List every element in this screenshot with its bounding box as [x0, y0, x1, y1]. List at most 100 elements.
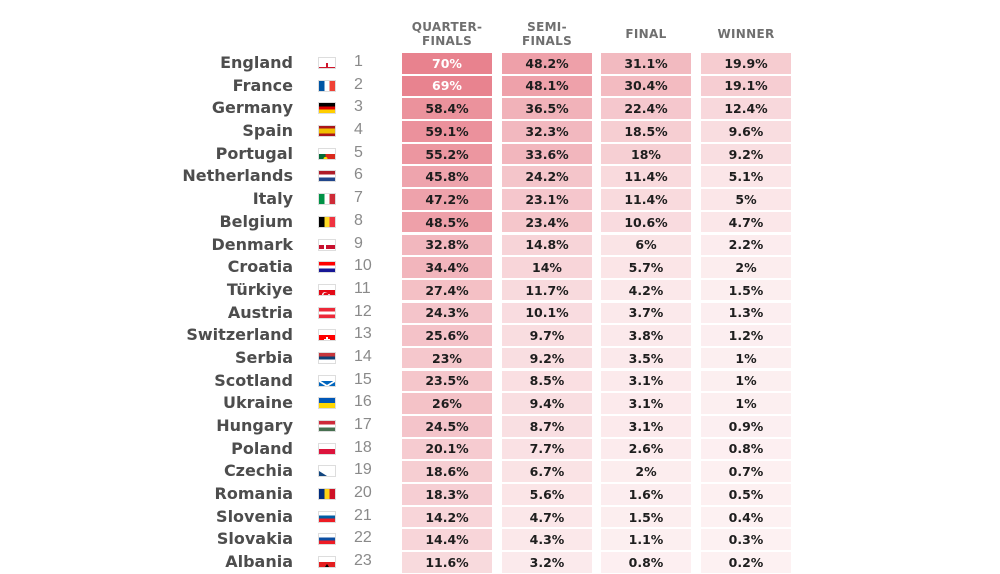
team-rank: 14 — [354, 347, 372, 365]
ukraine-flag-icon — [318, 397, 336, 410]
team-rank: 6 — [354, 166, 363, 184]
serbia-flag-icon — [318, 351, 336, 364]
table-row: Portugal 5 55.2% 33.6% 18% 9.2% — [0, 143, 1000, 166]
turkiye-flag-icon — [318, 283, 336, 296]
probability-cell: 3.7% — [601, 302, 691, 324]
team-name: Switzerland — [186, 325, 293, 345]
probability-cell: 31.1% — [601, 53, 691, 74]
probability-cell: 8.7% — [502, 416, 592, 437]
probability-cell: 48.2% — [502, 53, 592, 74]
table-row: Albania 23 11.6% 3.2% 0.8% 0.2% — [0, 551, 1000, 574]
team-rank: 17 — [354, 416, 372, 433]
probability-cell: 14.2% — [402, 506, 492, 528]
column-header-line: SEMI- — [527, 20, 567, 34]
column-header-line: QUARTER- — [411, 20, 483, 34]
probability-cell: 23.4% — [502, 211, 592, 233]
table-row: Ukraine 16 26% 9.4% 3.1% 1% — [0, 392, 1000, 415]
probability-cell: 2% — [601, 461, 691, 482]
probability-cell: 1% — [701, 370, 791, 392]
probability-cell: 0.2% — [701, 552, 791, 573]
probability-cell: 19.9% — [701, 53, 791, 74]
table-row: England 1 70% 48.2% 31.1% 19.9% — [0, 52, 1000, 75]
czechia-flag-icon — [318, 465, 336, 478]
hungary-flag-icon — [318, 420, 336, 432]
probability-cell: 3.1% — [601, 416, 691, 437]
probability-cell: 9.7% — [502, 325, 592, 346]
column-header: FINAL — [601, 27, 691, 41]
table-row: Türkiye 11 27.4% 11.7% 4.2% 1.5% — [0, 279, 1000, 302]
team-rank: 13 — [354, 325, 372, 343]
probability-cell: 2.6% — [601, 438, 691, 460]
team-rank: 10 — [354, 257, 372, 275]
table-row: Belgium 8 48.5% 23.4% 10.6% 4.7% — [0, 211, 1000, 234]
probability-cell: 0.4% — [701, 506, 791, 528]
table-row: Scotland 15 23.5% 8.5% 3.1% 1% — [0, 370, 1000, 393]
table-row: Croatia 10 34.4% 14% 5.7% 2% — [0, 256, 1000, 279]
team-rank: 15 — [354, 370, 372, 388]
germany-flag-icon — [318, 102, 336, 115]
team-rank: 18 — [354, 438, 372, 456]
team-name: Slovakia — [216, 529, 293, 549]
probability-cell: 25.6% — [402, 325, 492, 346]
probability-cell: 9.6% — [701, 121, 791, 142]
table-row: Germany 3 58.4% 36.5% 22.4% 12.4% — [0, 97, 1000, 120]
probability-cell: 0.5% — [701, 484, 791, 505]
team-name: Serbia — [235, 347, 293, 367]
table-row: Serbia 14 23% 9.2% 3.5% 1% — [0, 347, 1000, 370]
probability-cell: 1.5% — [601, 506, 691, 528]
probability-cell: 0.8% — [701, 438, 791, 460]
table-row: Slovenia 21 14.2% 4.7% 1.5% 0.4% — [0, 506, 1000, 529]
team-name: Croatia — [227, 257, 293, 277]
team-name: Spain — [242, 121, 293, 141]
column-header-line: FINALS — [521, 34, 573, 48]
probability-cell: 20.1% — [402, 438, 492, 460]
table-row: France 2 69% 48.1% 30.4% 19.1% — [0, 75, 1000, 98]
table-row: Slovakia 22 14.4% 4.3% 1.1% 0.3% — [0, 528, 1000, 551]
table-row: Netherlands 6 45.8% 24.2% 11.4% 5.1% — [0, 165, 1000, 188]
team-name: Portugal — [215, 143, 293, 163]
team-name: Ukraine — [222, 393, 293, 413]
probability-cell: 2% — [701, 257, 791, 278]
team-name: Germany — [211, 98, 293, 118]
probability-cell: 18.5% — [601, 121, 691, 142]
team-rank: 7 — [354, 189, 363, 207]
probability-cell: 24.2% — [502, 166, 592, 187]
team-rank: 4 — [354, 121, 363, 139]
probability-cell: 4.2% — [601, 279, 691, 301]
team-name: Italy — [252, 189, 293, 209]
probability-cell: 18.6% — [402, 461, 492, 482]
probability-cell: 26% — [402, 393, 492, 414]
probability-cell: 9.2% — [701, 143, 791, 165]
probability-cell: 48.1% — [502, 75, 592, 97]
team-rank: 5 — [354, 143, 363, 161]
probability-cell: 11.4% — [601, 189, 691, 210]
probability-cell: 5.7% — [601, 257, 691, 278]
table-row: Denmark 9 32.8% 14.8% 6% 2.2% — [0, 234, 1000, 257]
probability-cell: 5.1% — [701, 166, 791, 187]
table-row: Spain 4 59.1% 32.3% 18.5% 9.6% — [0, 120, 1000, 143]
team-rank: 22 — [354, 529, 372, 547]
team-name: Romania — [214, 484, 293, 504]
probability-cell: 3.8% — [601, 325, 691, 346]
probability-cell: 1% — [701, 347, 791, 369]
england-flag-icon — [318, 57, 336, 69]
table-row: Hungary 17 24.5% 8.7% 3.1% 0.9% — [0, 415, 1000, 438]
team-name: Hungary — [216, 416, 293, 435]
team-rank: 23 — [354, 552, 372, 570]
probability-cell: 22.4% — [601, 98, 691, 119]
team-name: Denmark — [211, 234, 293, 254]
probability-cell: 3.1% — [601, 393, 691, 414]
scotland-flag-icon — [318, 374, 336, 387]
probability-cell: 2.2% — [701, 234, 791, 255]
team-rank: 19 — [354, 461, 372, 479]
spain-flag-icon — [318, 125, 336, 138]
probability-cell: 1.3% — [701, 302, 791, 324]
probability-cell: 5% — [701, 189, 791, 210]
probability-cell: 4.3% — [502, 529, 592, 550]
probability-cell: 69% — [402, 75, 492, 97]
probability-cell: 47.2% — [402, 189, 492, 210]
team-rank: 1 — [354, 53, 363, 70]
probability-cell: 4.7% — [701, 211, 791, 233]
probability-cell: 19.1% — [701, 75, 791, 97]
team-rank: 8 — [354, 211, 363, 229]
